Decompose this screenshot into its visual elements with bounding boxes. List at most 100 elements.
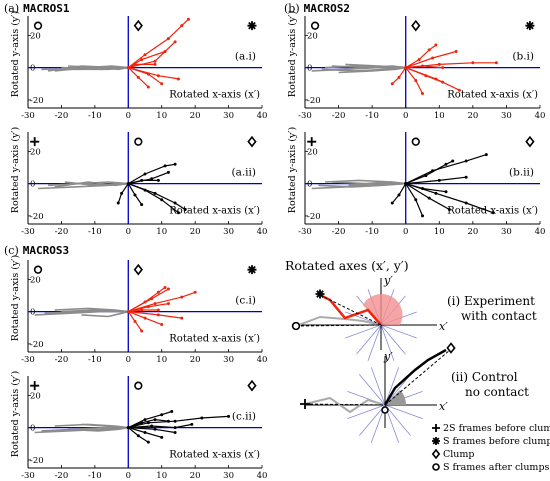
x-tick-label: 10 [156,227,167,237]
schematic-ctrl-label-1: (ii) Control [451,370,518,384]
schematic-xprime-1: x′ [439,320,448,333]
trace-point [116,201,120,205]
x-tick-label: 0 [403,111,408,121]
diamond-marker [247,379,257,392]
x-tick-label: -10 [88,355,102,365]
x-tick-label: 0 [126,471,131,481]
trace-point [156,178,160,182]
x-tick-label: 40 [257,355,268,365]
series-experiment [126,17,190,89]
exp-vector [321,295,382,326]
trace-point [390,201,394,205]
trace-point [471,61,475,65]
y-axis-label: Rotated y-axis (y′) [10,127,21,213]
x-tick-label: 0 [403,227,408,237]
trace-point [173,430,177,434]
trace-point [143,53,147,57]
series-control [116,162,187,215]
x-axis-label: Rotated x-axis (x′) [447,90,538,101]
trace-line [61,309,129,313]
x-tick-label: -30 [21,227,35,237]
panel-b.ii: -30 -20 -10 0 10 20 30 40 -20 0 20 Rotated y-axis (… [287,127,545,237]
legend-markers [431,424,441,471]
x-tick-label: 40 [535,111,546,121]
trace-point [140,308,144,312]
x-tick-label: 10 [434,227,445,237]
x-tick-label: -10 [88,471,102,481]
trace-line [117,183,129,204]
panel-c.ii: -30 -20 -10 0 10 20 30 40 -20 0 20 Rotated y-axis (… [10,371,267,481]
trace-point [451,159,455,163]
plots-layer: -30 -20 -10 0 10 20 30 40 -20 0 20 Rotated y-axis (… [10,11,545,481]
trace-point [173,201,177,205]
x-tick-label: 40 [257,471,268,481]
ctrl-circle-marker [381,406,389,414]
series-control [126,410,231,444]
legend-label-plus: 2S frames before clump [443,423,550,434]
trace-point [160,82,164,86]
trace-line [391,183,407,204]
trace-point [397,193,401,197]
y-axis-label: Rotated y-axis (y′) [10,371,21,457]
trace-point [180,24,184,28]
panel-label: (a.ii) [231,167,256,179]
trace-point [390,82,394,86]
x-axis-label: Rotated x-axis (x′) [169,450,260,461]
ctrl-ref-vector [304,403,386,406]
trace-line [128,183,186,211]
x-axis-label: Rotated x-axis (x′) [169,334,260,345]
y-tick-label: -20 [30,212,44,222]
panel-label: (b.i) [512,51,534,63]
x-tick-label: 10 [156,355,167,365]
y-tick-label: 0 [30,308,35,318]
y-tick-label: 20 [307,147,318,157]
panel-b.i: -30 -20 -10 0 10 20 30 40 -20 0 20 Rotated y-axis (… [287,11,545,121]
x-tick-label: 30 [501,227,512,237]
ctrl-angle-wedge [385,390,407,405]
trace-point [414,198,418,202]
schematic-xprime-2: x′ [439,400,448,413]
y-tick-label: 0 [30,180,35,190]
trace-line [405,160,453,185]
trace-point [437,62,441,66]
trace-point [444,162,448,166]
exp-circle-marker [291,321,301,331]
panel-a.ii: -30 -20 -10 0 10 20 30 40 -20 0 20 Rotated y-axis (… [10,127,267,237]
y-tick-label: -20 [30,456,44,466]
y-tick-label: 20 [30,147,41,157]
x-tick-label: 10 [434,111,445,121]
trace-point [427,196,431,200]
trace-point [140,178,144,182]
trace-point [227,414,231,418]
exp-angle-wedge [363,293,403,325]
x-tick-label: -30 [21,111,35,121]
trace-point [143,418,147,422]
trace-point [133,62,137,66]
trace-line [405,183,450,211]
series-experiment [390,43,498,95]
panel-label: (c.i) [235,295,256,307]
series-pre [37,181,129,190]
trace-line [405,154,487,185]
y-axis-label: Rotated y-axis (y′) [287,127,298,213]
trace-point [193,290,197,294]
x-tick-label: 40 [535,227,546,237]
series-pre [311,63,406,74]
x-tick-label: 40 [257,227,268,237]
y-tick-label: -20 [30,96,44,106]
x-tick-label: 30 [223,111,234,121]
trace-point [146,305,150,309]
y-tick-label: -20 [307,96,321,106]
star-marker [247,21,257,31]
trace-point [421,214,424,218]
y-tick-label: 0 [307,64,312,74]
trace-point [444,190,448,194]
trace-point [173,419,177,423]
series-experiment [126,285,197,333]
trace-line [128,291,196,313]
trace-point [156,313,160,317]
trace-point [133,193,137,197]
trace-point [397,75,401,79]
trace-point [146,440,150,444]
trace-point [484,153,488,157]
